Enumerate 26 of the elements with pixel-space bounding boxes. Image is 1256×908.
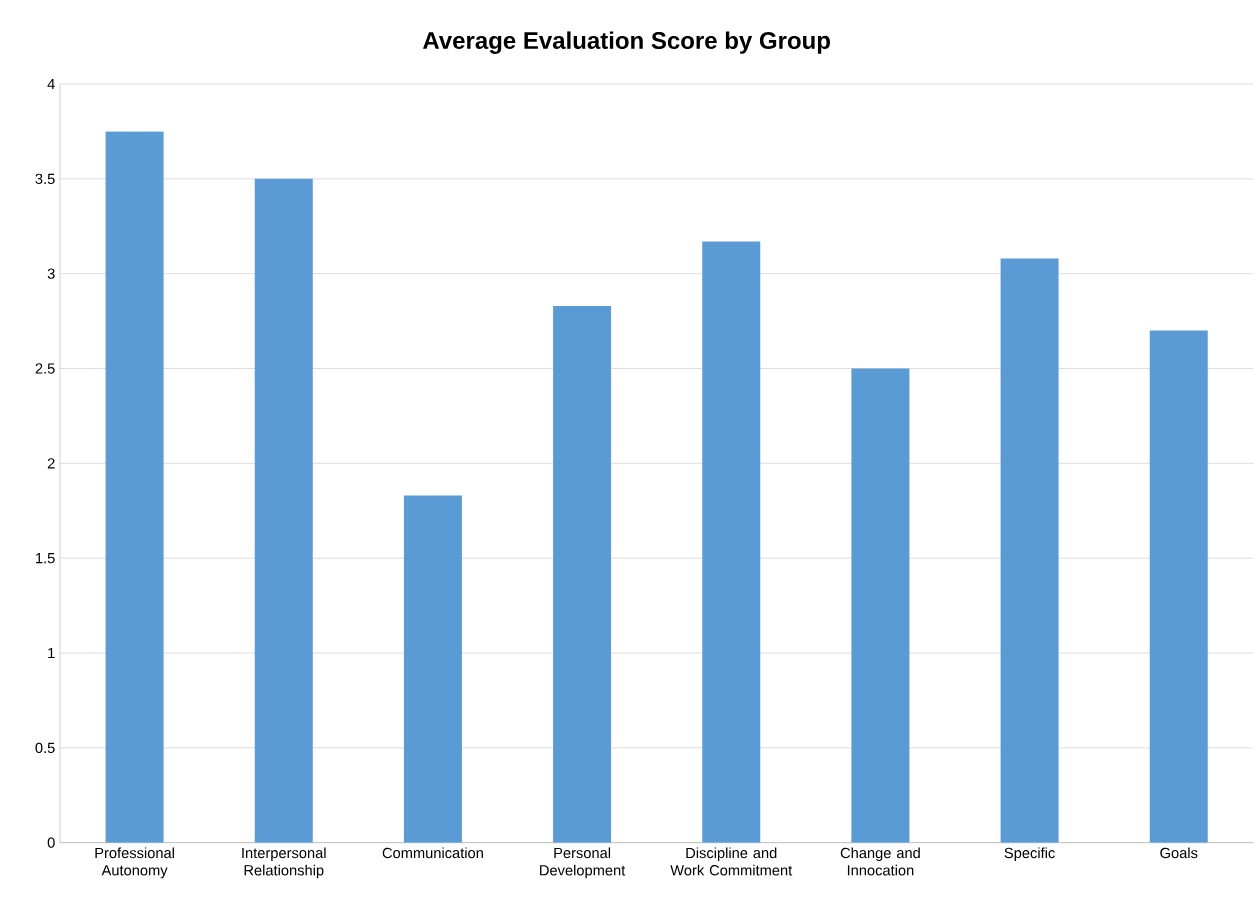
x-tick-label: Goals	[1160, 847, 1198, 859]
x-tick-label: Interpersonal Relationship	[242, 847, 326, 879]
y-tick-label: 3.5	[35, 173, 55, 185]
x-tick-label: Discipline and Work Commitment	[670, 847, 793, 876]
bar	[105, 131, 164, 843]
x-tick-label: Professional Autonomy	[95, 847, 174, 879]
bar	[702, 241, 761, 843]
y-tick-label: 0	[47, 837, 55, 848]
bar	[1149, 330, 1208, 843]
chart-title: Average Evaluation Score by Group	[423, 31, 830, 54]
y-tick-label: 0.5	[35, 742, 55, 754]
x-tick-label: Change and Innocation	[840, 847, 920, 876]
bar	[553, 305, 612, 843]
y-tick-label: 3	[47, 268, 55, 279]
x-tick-label: Personal Development	[540, 847, 626, 879]
bar	[254, 178, 313, 843]
x-tick-label: Specific	[1004, 847, 1055, 862]
bar	[851, 368, 910, 843]
y-tick-label: 2	[47, 458, 55, 469]
y-tick-label: 4	[47, 78, 55, 90]
y-tick-label: 2.5	[35, 363, 55, 374]
x-tick-label: Communication	[382, 847, 483, 859]
bar	[403, 495, 462, 843]
bar	[1000, 258, 1059, 843]
y-tick-label: 1.5	[36, 553, 55, 564]
y-tick-label: 1	[48, 647, 55, 659]
